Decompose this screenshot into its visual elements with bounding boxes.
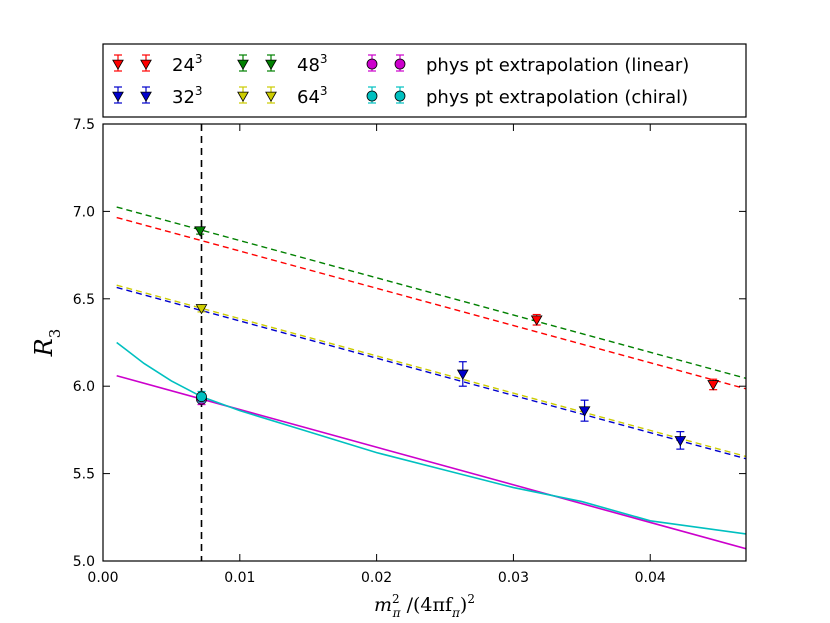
point-32-2-marker	[674, 436, 687, 447]
fit-line-24	[116, 216, 746, 390]
legend-label-64-sup: 3	[320, 84, 328, 98]
x-axis-label: m2 π /(4πfπ)2	[374, 592, 475, 620]
point-64-0-marker	[195, 304, 208, 315]
legend-label-24-base: 24	[172, 55, 195, 76]
axes-frame	[102, 123, 747, 562]
point-32-0-marker	[456, 369, 469, 380]
legend-label-48-base: 48	[297, 55, 320, 76]
plot-content	[116, 124, 746, 561]
legend-label-32-sup: 3	[195, 84, 203, 98]
legend-label-extrap-0: phys pt extrapolation (linear)	[426, 55, 689, 76]
y-tick-label-3: 6.5	[73, 292, 95, 308]
linear-extrapolation-curve	[116, 374, 746, 550]
legend-label-32: 323	[172, 84, 203, 108]
legend-label-64-base: 64	[297, 87, 320, 108]
point-48-0-marker	[194, 226, 207, 237]
y-label-r: R	[30, 338, 58, 357]
legend-32-marker-0	[112, 91, 124, 103]
legend-extrap-1-marker-1	[394, 90, 406, 102]
x-tick-label-3: 0.03	[498, 570, 529, 586]
legend-label-24-sup: 3	[195, 52, 203, 66]
legend-extrap-0-marker-0	[366, 58, 378, 70]
legend-label-48-sup: 3	[320, 52, 328, 66]
legend-label-64: 643	[297, 84, 328, 108]
x-tick-label-4: 0.04	[635, 570, 666, 586]
legend-label-32-base: 32	[172, 87, 195, 108]
axis-labels: m2 π /(4πfπ)2R3	[30, 329, 475, 620]
legend-extrap-0-marker-1	[394, 58, 406, 70]
legend-64-marker-1	[265, 91, 277, 103]
y-tick-label-0: 5.0	[73, 554, 95, 570]
x-label-close: )	[460, 594, 467, 616]
legend-label-24: 243	[172, 52, 203, 76]
y-tick-label-4: 7.0	[73, 204, 95, 220]
extrap-point-1-marker	[196, 391, 207, 403]
x-label-f-sub: π	[451, 606, 461, 620]
fit-line-32	[116, 286, 746, 460]
x-label-m-sub: π	[392, 606, 402, 620]
legend-extrap-1-marker-0	[366, 90, 378, 102]
legend-32-marker-1	[140, 91, 152, 103]
legend-64-marker-0	[237, 91, 249, 103]
x-tick-label-2: 0.02	[361, 570, 392, 586]
x-label-m: m	[374, 594, 392, 616]
legend-48-marker-1	[265, 59, 277, 71]
legend-24-marker-1	[140, 59, 152, 71]
legend-label-extrap-1: phys pt extrapolation (chiral)	[426, 87, 688, 108]
fit-line-48	[116, 206, 746, 380]
point-32-1-marker	[578, 406, 591, 417]
x-label-m-sup: 2	[392, 592, 400, 606]
y-tick-label-1: 5.5	[73, 467, 95, 483]
plot-area	[116, 124, 746, 561]
y-axis-label: R3	[30, 329, 64, 358]
fit-line-64	[116, 284, 746, 458]
axes: 0.00 0.01 0.02 0.03 0.04 5.0 5.5 6.0 6.5 7.0 7.5	[73, 117, 747, 586]
legend-label-48: 483	[297, 52, 328, 76]
point-24-0-marker	[530, 315, 543, 326]
x-label-rest: /(4πf	[401, 594, 454, 616]
x-tick-label-1: 0.01	[224, 570, 255, 586]
legend-24-marker-0	[112, 59, 124, 71]
chiral-extrapolation-curve	[116, 341, 746, 535]
y-tick-label-5: 7.5	[73, 117, 95, 133]
y-label-sub: 3	[46, 329, 64, 339]
legend-48-marker-0	[237, 59, 249, 71]
x-label-rest-sup: 2	[467, 592, 475, 606]
y-tick-label-2: 6.0	[73, 379, 95, 395]
legend-box	[102, 43, 747, 118]
x-tick-label-0: 0.00	[87, 570, 118, 586]
point-24-1-marker	[707, 380, 720, 391]
